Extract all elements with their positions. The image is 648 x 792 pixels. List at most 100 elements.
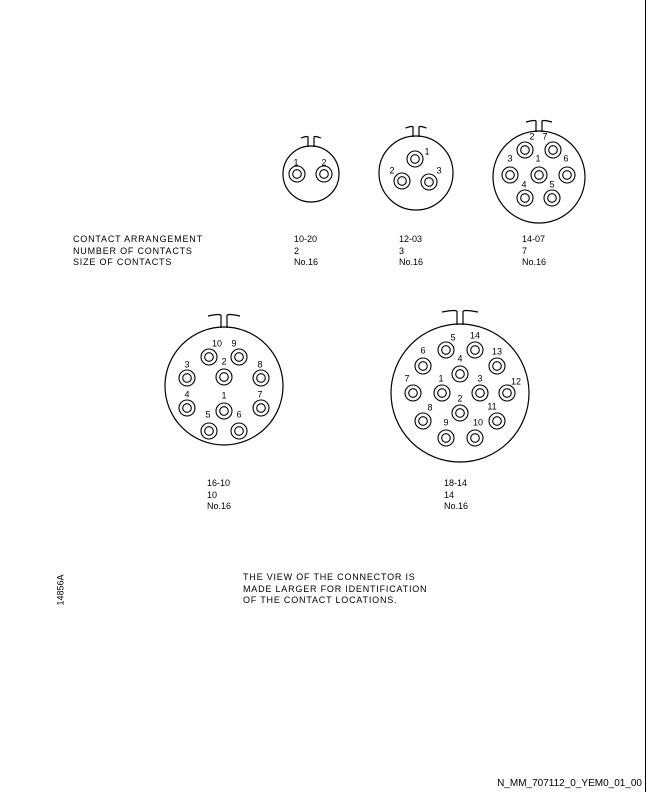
contact-inner-5 xyxy=(441,345,451,355)
contact-outer-6 xyxy=(414,357,432,375)
connector-4-size: No.16 xyxy=(207,501,232,511)
figure-id: 14856A xyxy=(55,574,66,606)
contact-outer-10 xyxy=(466,429,484,447)
connector-2-size: No.16 xyxy=(399,257,424,267)
contact-outer-2 xyxy=(516,141,534,159)
label-size-of-contacts: SIZE OF CONTACTS xyxy=(73,257,173,267)
contact-outer-4 xyxy=(451,365,469,383)
contact-inner-3 xyxy=(182,373,192,383)
contact-number-label: 5 xyxy=(549,180,554,190)
contact-outer-2 xyxy=(451,404,469,422)
contact-outer-10 xyxy=(200,348,218,366)
contact-number-label: 1 xyxy=(221,391,226,401)
contact-inner-11 xyxy=(492,416,502,426)
contact-number-label: 5 xyxy=(205,410,210,420)
contact-number-label: 8 xyxy=(257,360,262,370)
note-line-3: OF THE CONTACT LOCATIONS. xyxy=(243,595,398,605)
contact-inner-1 xyxy=(292,169,302,179)
contact-number-label: 9 xyxy=(443,418,448,428)
contact-outer-2 xyxy=(215,368,233,386)
contact-inner-2 xyxy=(455,408,465,418)
contact-inner-14 xyxy=(470,345,480,355)
contact-inner-3 xyxy=(424,177,434,187)
contact-inner-1 xyxy=(437,388,447,398)
contact-inner-2 xyxy=(520,145,530,155)
connector-3-shell xyxy=(492,130,586,224)
contact-inner-2 xyxy=(319,169,329,179)
contact-outer-7 xyxy=(544,141,562,159)
contact-number-label: 4 xyxy=(184,390,189,400)
contact-outer-2 xyxy=(393,172,411,190)
connector-5-shell xyxy=(390,323,530,463)
contact-number-label: 2 xyxy=(321,158,326,168)
contact-inner-1 xyxy=(410,154,420,164)
contact-number-label: 13 xyxy=(492,347,502,357)
contact-inner-7 xyxy=(408,388,418,398)
contact-outer-1 xyxy=(288,165,306,183)
contact-outer-8 xyxy=(252,369,270,387)
contact-inner-9 xyxy=(234,352,244,362)
connector-1-contacts: 2 xyxy=(294,245,300,256)
contact-inner-4 xyxy=(182,403,192,413)
connector-3-key-right xyxy=(541,119,553,132)
connector-1-shell xyxy=(282,145,340,203)
contact-number-label: 1 xyxy=(535,154,540,164)
contact-number-label: 3 xyxy=(436,166,441,176)
contact-number-label: 10 xyxy=(473,418,483,428)
contact-number-label: 4 xyxy=(457,354,462,364)
contact-outer-14 xyxy=(466,341,484,359)
contact-number-label: 8 xyxy=(427,403,432,413)
connector-3-face: 1 2 3 4 5 6 7 xyxy=(492,119,586,224)
contact-number-label: 1 xyxy=(293,158,298,168)
connector-2-contacts: 3 xyxy=(399,245,405,256)
contact-number-label: 10 xyxy=(212,339,222,349)
note-line-2: MADE LARGER FOR IDENTIFICATION xyxy=(243,583,428,594)
connector-2-shell xyxy=(378,135,454,211)
connector-5-size: No.16 xyxy=(444,501,469,511)
contact-inner-3 xyxy=(505,170,515,180)
contact-inner-3 xyxy=(475,388,485,398)
contact-outer-1 xyxy=(406,150,424,168)
contact-number-label: 2 xyxy=(457,394,462,404)
contact-outer-2 xyxy=(315,165,333,183)
connector-3-contacts: 7 xyxy=(522,245,528,256)
connector-1-size: No.16 xyxy=(294,257,319,267)
contact-inner-8 xyxy=(418,416,428,426)
contact-inner-5 xyxy=(547,193,557,203)
contact-inner-8 xyxy=(256,373,266,383)
contact-inner-6 xyxy=(418,361,428,371)
contact-outer-11 xyxy=(488,412,506,430)
connector-3-arrangement: 14-07 xyxy=(522,234,546,244)
contact-number-label: 14 xyxy=(470,331,480,341)
contact-inner-1 xyxy=(534,170,544,180)
connector-1-arrangement: 10-20 xyxy=(294,234,318,244)
contact-number-label: 7 xyxy=(257,390,262,400)
contact-outer-13 xyxy=(488,357,506,375)
contact-number-label: 12 xyxy=(511,377,521,387)
contact-number-label: 3 xyxy=(184,360,189,370)
label-number-of-contacts: NUMBER OF CONTACTS xyxy=(73,245,193,256)
contact-number-label: 6 xyxy=(563,154,568,164)
contact-outer-9 xyxy=(437,429,455,447)
connector-2-key-left xyxy=(405,125,414,137)
contact-number-label: 1 xyxy=(438,374,443,384)
connector-3-size: No.16 xyxy=(522,257,547,267)
contact-number-label: 9 xyxy=(231,339,236,349)
page-right-border xyxy=(645,0,646,792)
contact-outer-4 xyxy=(178,399,196,417)
connector-5-contacts: 14 xyxy=(444,489,455,500)
contact-outer-7 xyxy=(404,384,422,402)
connector-4-arrangement: 16-10 xyxy=(207,478,231,488)
connector-2-face: 1 2 3 xyxy=(378,125,454,211)
contact-number-label: 2 xyxy=(389,166,394,176)
contact-number-label: 2 xyxy=(221,357,226,367)
contact-number-label: 6 xyxy=(420,346,425,356)
contact-outer-12 xyxy=(498,384,516,402)
connector-1-key-right xyxy=(313,135,322,147)
contact-outer-5 xyxy=(200,422,218,440)
contact-inner-5 xyxy=(204,426,214,436)
contact-number-label: 5 xyxy=(450,333,455,343)
contact-outer-6 xyxy=(230,422,248,440)
contact-outer-5 xyxy=(543,189,561,207)
